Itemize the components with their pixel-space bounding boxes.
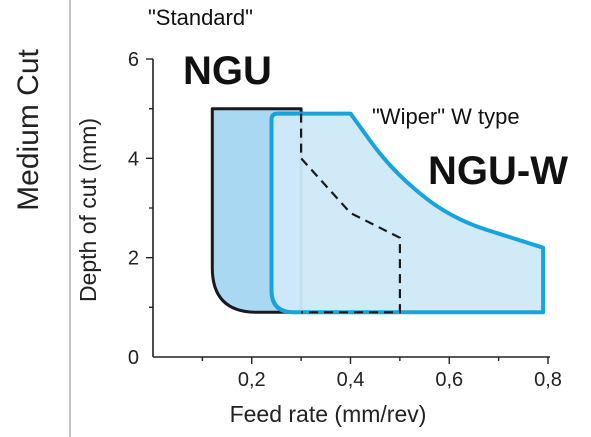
area-layer [210,107,546,315]
y-axis-title: Depth of cut (mm) [75,118,101,302]
x-tick-label: 0,4 [337,369,365,391]
axes: 0,2 0,4 0,6 0,8 0 2 4 6 [128,49,562,391]
y-tick-label: 0 [128,347,139,369]
x-axis-title: Feed rate (mm/rev) [230,401,427,427]
y-tick-label: 6 [128,49,139,71]
x-tick-label: 0,6 [435,369,463,391]
ngu-w-label: NGU-W [428,149,568,193]
ngu-subtitle: "Standard" [148,5,253,30]
ngu-w-subtitle: "Wiper" W type [372,104,520,129]
x-tick-label: 0,2 [238,369,266,391]
x-tick-label: 0,8 [534,369,562,391]
y-tick-label: 4 [128,148,139,170]
ngu-hidden-boundary [300,113,401,314]
side-title: Medium Cut [12,48,45,210]
ngu-label: NGU [183,49,272,93]
ngu-w-area [269,111,546,315]
y-tick-label: 2 [128,248,139,270]
